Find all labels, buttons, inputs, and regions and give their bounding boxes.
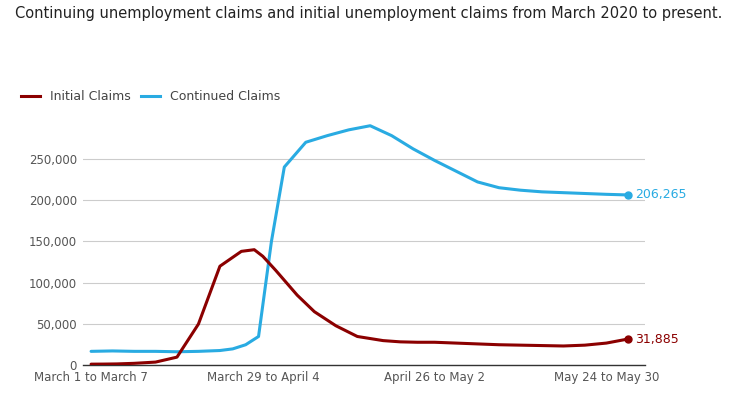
Legend: Initial Claims, Continued Claims: Initial Claims, Continued Claims	[21, 90, 280, 103]
Text: Continuing unemployment claims and initial unemployment claims from March 2020 t: Continuing unemployment claims and initi…	[15, 6, 722, 21]
Text: 31,885: 31,885	[635, 333, 680, 346]
Text: 206,265: 206,265	[635, 189, 687, 202]
